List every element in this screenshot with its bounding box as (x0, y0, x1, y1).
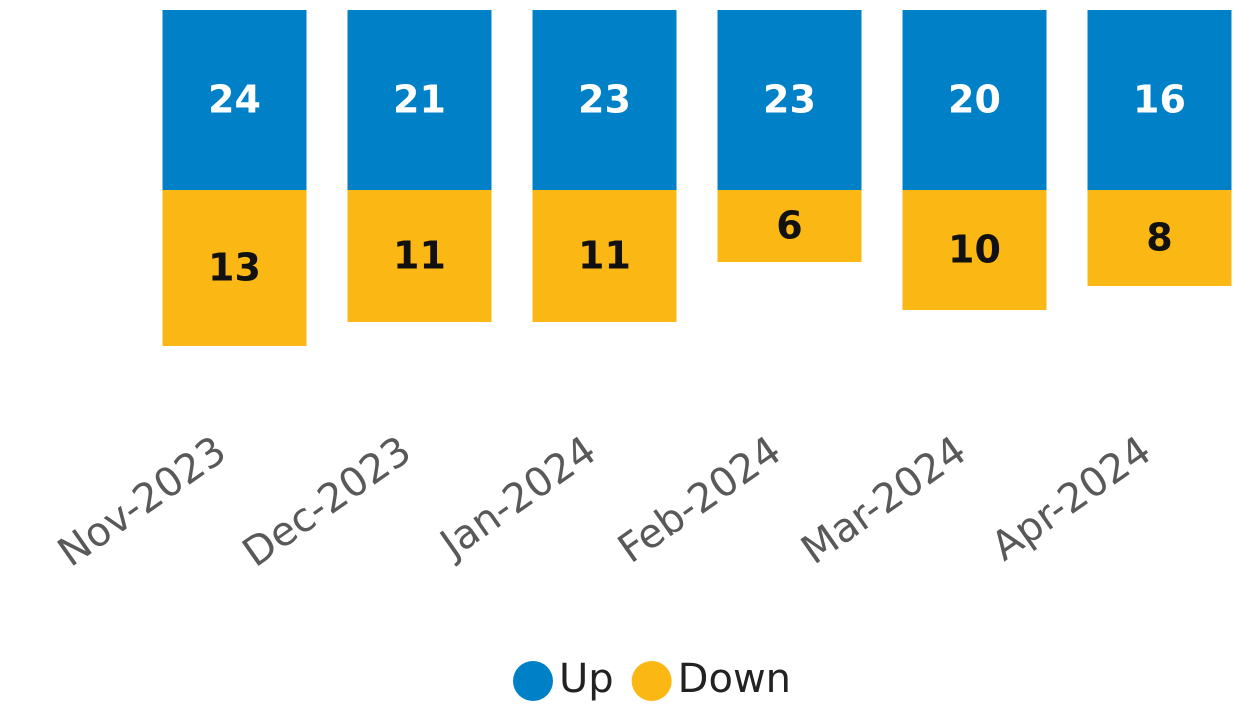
legend-swatch (513, 661, 553, 701)
bar (902, 190, 1047, 310)
bar (347, 10, 492, 190)
data-label: 11 (578, 234, 631, 278)
bar (902, 10, 1047, 190)
legend-swatch (631, 661, 672, 701)
data-label: 23 (763, 78, 816, 122)
bar (532, 10, 677, 190)
data-label: 11 (393, 234, 446, 278)
data-label: 16 (1133, 78, 1186, 122)
data-label: 23 (578, 78, 631, 122)
x-tick-label: Mar-2024 (793, 428, 974, 574)
bar (1087, 190, 1232, 286)
x-tick-label: Dec-2023 (235, 428, 420, 577)
bar (347, 190, 492, 322)
bar (162, 10, 307, 190)
data-label: 10 (948, 228, 1001, 272)
x-tick-label: Apr-2024 (983, 428, 1159, 571)
x-tick-label: Jan-2024 (430, 428, 605, 569)
data-label: 13 (208, 246, 261, 290)
bar (532, 190, 677, 322)
data-label: 6 (776, 204, 802, 248)
data-label: 20 (948, 78, 1001, 122)
bar (1087, 10, 1232, 190)
data-label: 24 (208, 78, 261, 122)
bar (717, 10, 862, 190)
data-label: 8 (1146, 216, 1172, 260)
bar (717, 190, 862, 262)
plot-area (162, 10, 1232, 346)
data-label: 21 (393, 78, 446, 122)
bar (162, 190, 307, 346)
legend-label: Up (559, 656, 614, 702)
x-tick-label: Feb-2024 (610, 428, 790, 573)
legend-label: Down (678, 656, 791, 702)
x-tick-label: Nov-2023 (50, 428, 235, 577)
